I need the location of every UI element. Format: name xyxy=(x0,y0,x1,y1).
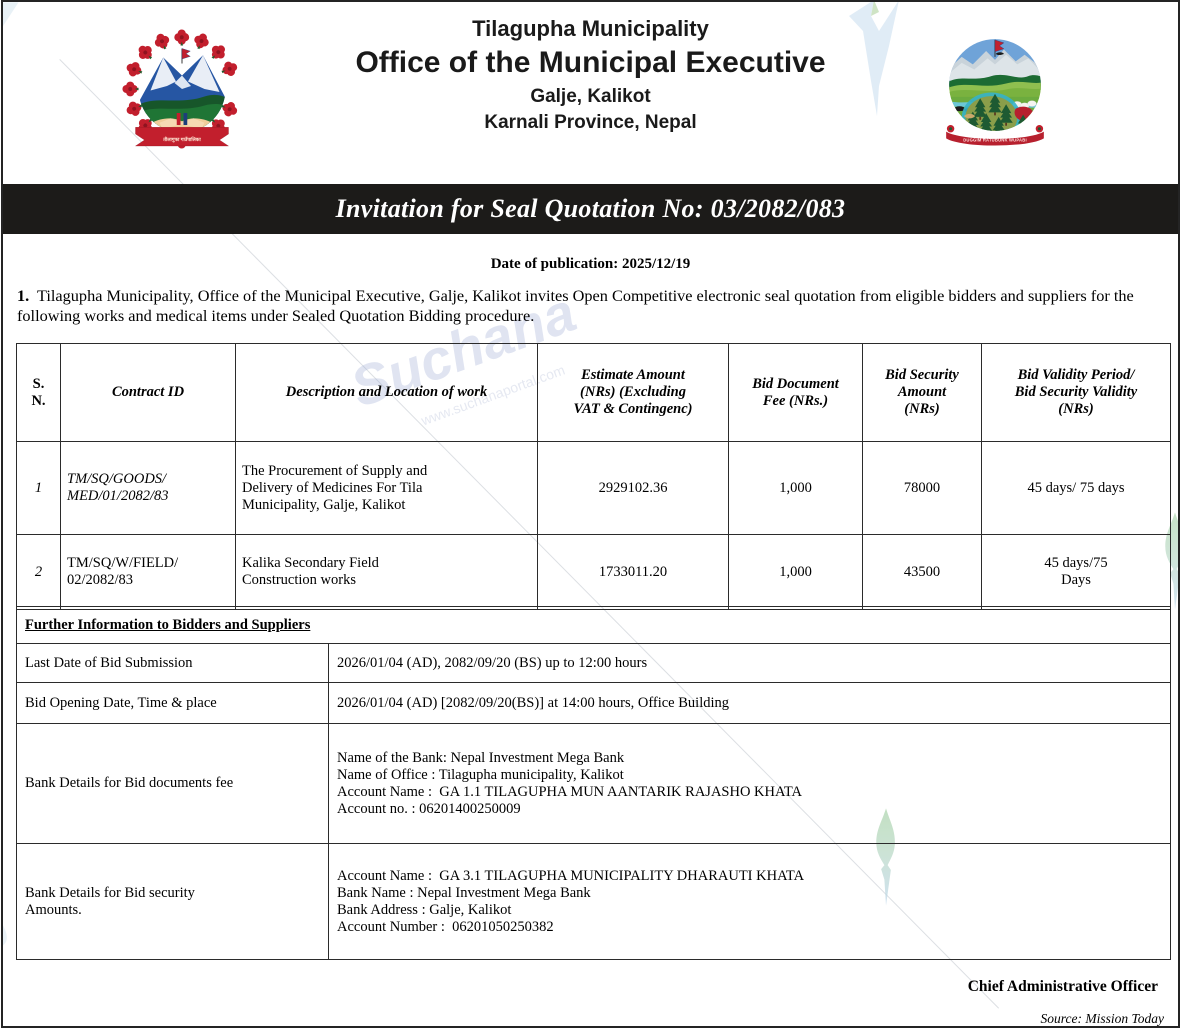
svg-text:DUGGIM RATUBUNK WUPABI: DUGGIM RATUBUNK WUPABI xyxy=(963,137,1027,142)
